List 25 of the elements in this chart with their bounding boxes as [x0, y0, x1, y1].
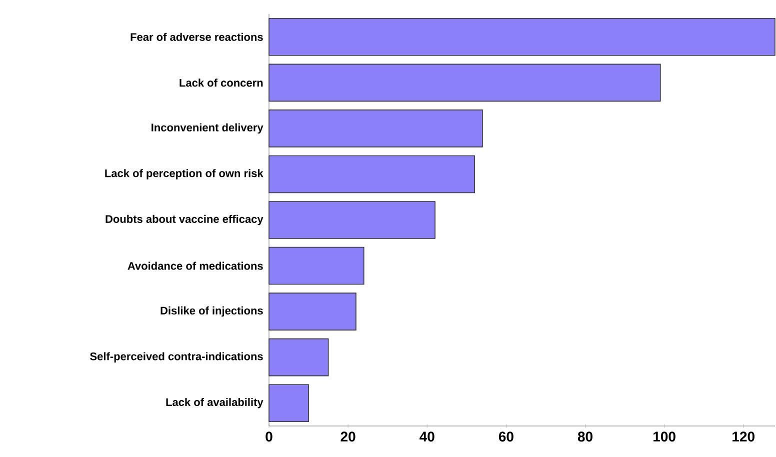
y-tick-label: Inconvenient delivery — [152, 123, 264, 134]
y-tick-label: Doubts about vaccine efficacy — [106, 214, 264, 226]
x-tick-label: 100 — [654, 432, 676, 442]
x-tick-label: 120 — [732, 432, 754, 442]
x-tick-label: 60 — [498, 432, 514, 442]
y-tick-label: Avoidance of medications — [128, 262, 263, 270]
x-tick-label: 20 — [340, 432, 356, 442]
bar — [268, 384, 309, 422]
y-tick-label: Fear of adverse reactions — [130, 32, 263, 41]
x-tick-label: 0 — [266, 432, 272, 442]
y-tick-label: Dislike of injections — [160, 306, 263, 317]
y-tick-label: Lack of availability — [166, 398, 264, 408]
bar — [268, 64, 661, 102]
bar — [268, 110, 483, 148]
bar — [268, 338, 329, 376]
bar — [268, 201, 436, 239]
bar — [268, 246, 364, 285]
y-tick-label: Self-perceived contra-indications — [90, 352, 263, 362]
x-tick-label: 40 — [420, 432, 434, 442]
bar — [268, 292, 356, 330]
x-tick-label: 80 — [578, 432, 592, 442]
bar — [268, 155, 475, 194]
bar — [268, 18, 776, 56]
y-tick-label: Lack of concern — [180, 78, 263, 87]
y-tick-label: Lack of perception of own risk — [105, 169, 264, 180]
